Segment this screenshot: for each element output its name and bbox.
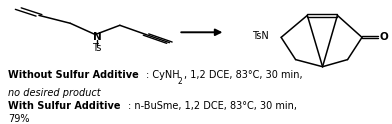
- Text: N: N: [93, 32, 102, 42]
- Text: Without Sulfur Additive: Without Sulfur Additive: [8, 70, 138, 80]
- Text: 79%: 79%: [8, 114, 29, 124]
- Text: TsN: TsN: [252, 31, 269, 41]
- Text: : CyNH: : CyNH: [146, 70, 180, 80]
- Text: , 1,2 DCE, 83°C, 30 min,: , 1,2 DCE, 83°C, 30 min,: [184, 70, 303, 80]
- Text: 2: 2: [178, 77, 182, 86]
- Text: O: O: [380, 32, 388, 42]
- Text: Ts: Ts: [93, 43, 102, 53]
- Text: no desired product: no desired product: [8, 88, 100, 98]
- Text: With Sulfur Additive: With Sulfur Additive: [8, 101, 120, 111]
- Text: : n-BuSme, 1,2 DCE, 83°C, 30 min,: : n-BuSme, 1,2 DCE, 83°C, 30 min,: [128, 101, 297, 111]
